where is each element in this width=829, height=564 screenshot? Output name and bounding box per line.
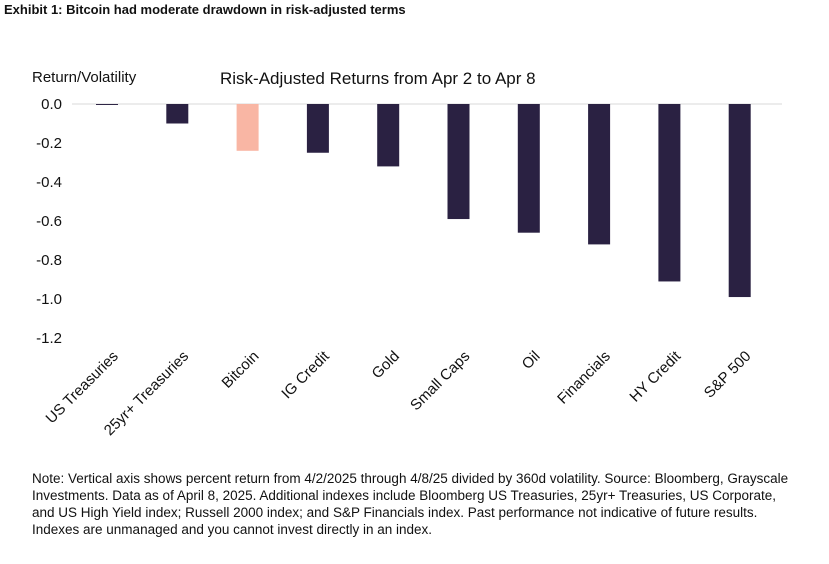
- x-category-label: Oil: [519, 348, 544, 373]
- y-tick-label: 0.0: [41, 96, 62, 113]
- bar-small-caps: [447, 104, 470, 220]
- chart-title: Risk-Adjusted Returns from Apr 2 to Apr …: [220, 69, 536, 88]
- y-tick-label: -1.0: [36, 291, 62, 308]
- x-category-label: IG Credit: [278, 347, 333, 402]
- y-axis-label: Return/Volatility: [32, 69, 137, 86]
- y-tick-label: -0.8: [36, 252, 62, 269]
- x-category-label: Financials: [554, 348, 614, 408]
- x-category-label: US Treasuries: [43, 348, 122, 427]
- y-tick-label: -1.2: [36, 330, 62, 347]
- bar-s-p-500: [728, 104, 751, 298]
- bar-us-treasuries: [96, 104, 118, 105]
- exhibit-title: Exhibit 1: Bitcoin had moderate drawdown…: [4, 2, 406, 17]
- x-category-label: Gold: [369, 348, 403, 382]
- bar-hy-credit: [658, 104, 681, 282]
- bar-gold: [377, 104, 400, 167]
- x-category-label: HY Credit: [626, 347, 684, 405]
- footnote: Note: Vertical axis shows percent return…: [32, 471, 789, 537]
- bar-chart: 0.0 -0.2 -0.4 -0.6 -0.8 -1.0 -1.2 US Treasurie…: [36, 96, 782, 439]
- x-category-label: Small Caps: [407, 348, 473, 414]
- x-category-label: S&P 500: [701, 348, 755, 402]
- bar-financials: [588, 104, 611, 245]
- bar-bitcoin: [236, 104, 259, 151]
- bar-ig-credit: [306, 104, 329, 153]
- y-tick-label: -0.2: [36, 135, 62, 152]
- x-category-label: Bitcoin: [219, 348, 263, 392]
- y-tick-label: -0.6: [36, 213, 62, 230]
- bar-oil: [517, 104, 540, 233]
- y-tick-label: -0.4: [36, 174, 62, 191]
- bar-25yr-treasuries: [166, 104, 189, 124]
